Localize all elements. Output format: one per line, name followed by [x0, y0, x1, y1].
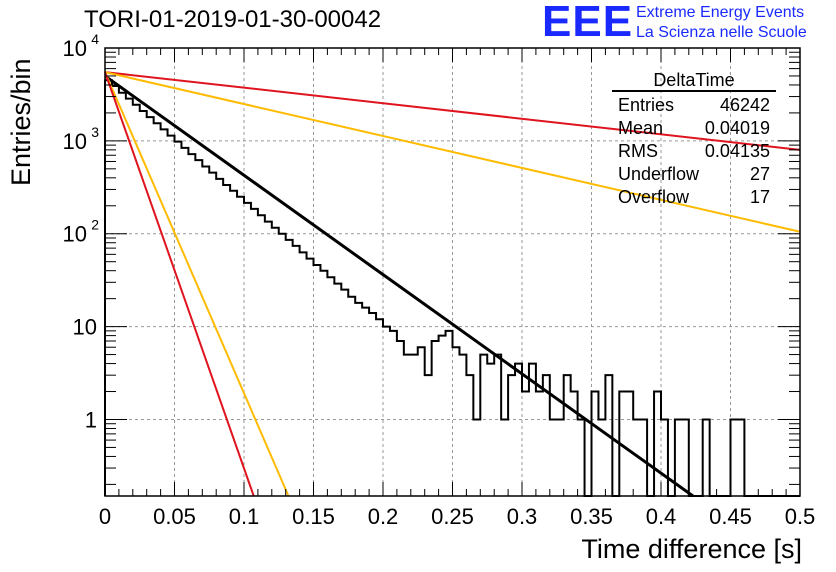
y-tick-exponent: 3 — [91, 124, 99, 140]
x-tick-label: 0.5 — [785, 504, 816, 529]
y-tick-label: 10 — [63, 222, 87, 247]
x-tick-label: 0.2 — [368, 504, 399, 529]
y-tick-label: 10 — [73, 315, 97, 340]
stats-label: Overflow — [618, 187, 690, 207]
x-tick-label: 0.05 — [153, 504, 196, 529]
x-tick-labels: 0 0.05 0.1 0.15 0.2 0.25 0.3 0.35 0.4 0.45 0.5 — [99, 504, 815, 529]
stats-row: RMS 0.04135 — [612, 140, 776, 163]
stats-row: Overflow 17 — [612, 186, 776, 209]
y-tick-label: 1 — [85, 407, 97, 432]
stats-value: 46242 — [719, 95, 770, 115]
fit-line — [104, 71, 255, 497]
stats-value: 0.04019 — [704, 118, 770, 138]
stats-value: 27 — [749, 164, 770, 184]
axes — [104, 47, 801, 497]
eee-logo: EEE — [542, 0, 634, 46]
stats-label: Entries — [618, 95, 675, 115]
x-tick-label: 0.3 — [507, 504, 538, 529]
y-tick-label: 10 — [63, 36, 87, 61]
y-tick-exponent: 2 — [91, 217, 99, 233]
stats-row: Entries 46242 — [612, 94, 776, 117]
logo-subtitle-2: La Scienza nelle Scuole — [636, 24, 807, 41]
stats-title: DeltaTime — [612, 70, 776, 92]
x-tick-label: 0 — [99, 504, 111, 529]
stats-value: 0.04135 — [704, 141, 770, 161]
fit-line — [104, 71, 801, 233]
logo-subtitle-1: Extreme Energy Events — [636, 4, 805, 21]
y-axis-label: Entries/bin — [6, 58, 36, 186]
fit-line — [104, 71, 801, 151]
stats-row: Mean 0.04019 — [612, 117, 776, 140]
fit-curves — [104, 71, 801, 498]
y-tick-exponent: 4 — [91, 31, 99, 47]
y-tick-label: 10 — [63, 129, 87, 154]
stats-row: Underflow 27 — [612, 163, 776, 186]
x-tick-label: 0.4 — [646, 504, 677, 529]
x-tick-label: 0.35 — [570, 504, 613, 529]
grid — [105, 48, 800, 496]
x-tick-label: 0.25 — [431, 504, 474, 529]
x-tick-label: 0.15 — [292, 504, 335, 529]
x-tick-label: 0.1 — [229, 504, 260, 529]
fit-line — [104, 74, 694, 498]
stats-value: 17 — [749, 187, 770, 207]
x-axis-label: Time difference [s] — [581, 534, 802, 564]
plot-title: TORI-01-2019-01-30-00042 — [84, 6, 382, 33]
plot-frame — [104, 47, 801, 497]
x-tick-label: 0.45 — [709, 504, 752, 529]
stats-label: RMS — [618, 141, 658, 161]
fit-line — [104, 71, 290, 497]
stats-box: DeltaTime Entries 46242 Mean 0.04019 RMS 0.… — [612, 70, 776, 209]
stats-label: Mean — [618, 118, 664, 138]
stats-label: Underflow — [618, 164, 700, 184]
